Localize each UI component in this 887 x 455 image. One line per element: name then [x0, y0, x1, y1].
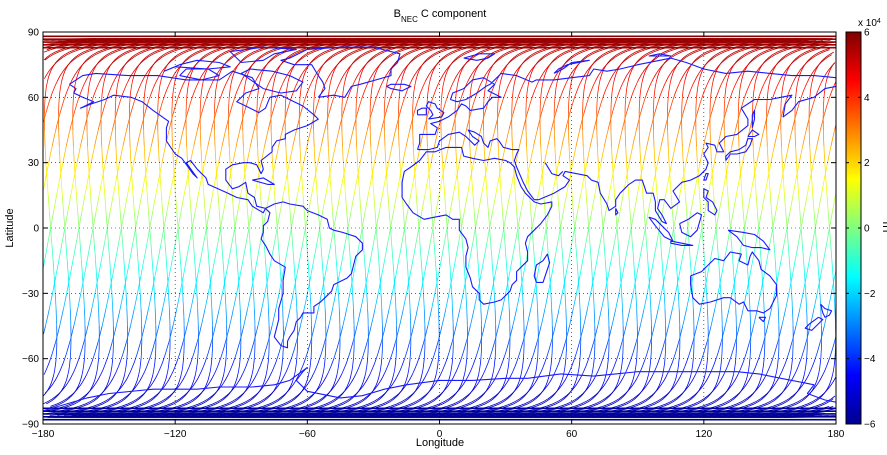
- x-tick-label: 180: [828, 429, 845, 440]
- y-tick-label: −90: [22, 420, 39, 431]
- colorbar-label: nT: [880, 222, 887, 235]
- colorbar-tick-label: 6: [864, 28, 870, 39]
- colorbar-tick-label: −6: [864, 420, 876, 431]
- y-tick-label: 0: [33, 224, 39, 235]
- y-tick-label: −60: [22, 354, 39, 365]
- colorbar-tick-label: −4: [864, 354, 876, 365]
- colorbar-tick-label: 0: [864, 224, 870, 235]
- y-tick-label: 90: [28, 28, 40, 39]
- y-tick-label: 60: [28, 93, 40, 104]
- x-tick-label: 120: [695, 429, 712, 440]
- colorbar-tick-label: −2: [864, 289, 876, 300]
- y-tick-label: 30: [28, 158, 40, 169]
- x-tick-label: −120: [164, 429, 187, 440]
- x-axis-label: Longitude: [416, 437, 464, 449]
- colorbar-tick-label: 4: [864, 93, 870, 104]
- y-axis-label: Latitude: [4, 208, 16, 247]
- colorbar-tick-label: 2: [864, 158, 870, 169]
- y-tick-label: −30: [22, 289, 39, 300]
- x-tick-label: −60: [299, 429, 316, 440]
- x-tick-label: 60: [566, 429, 578, 440]
- x-tick-label: −180: [32, 429, 55, 440]
- colorbar-exponent: x 104: [858, 18, 881, 30]
- chart-title: BNEC C component: [394, 8, 487, 24]
